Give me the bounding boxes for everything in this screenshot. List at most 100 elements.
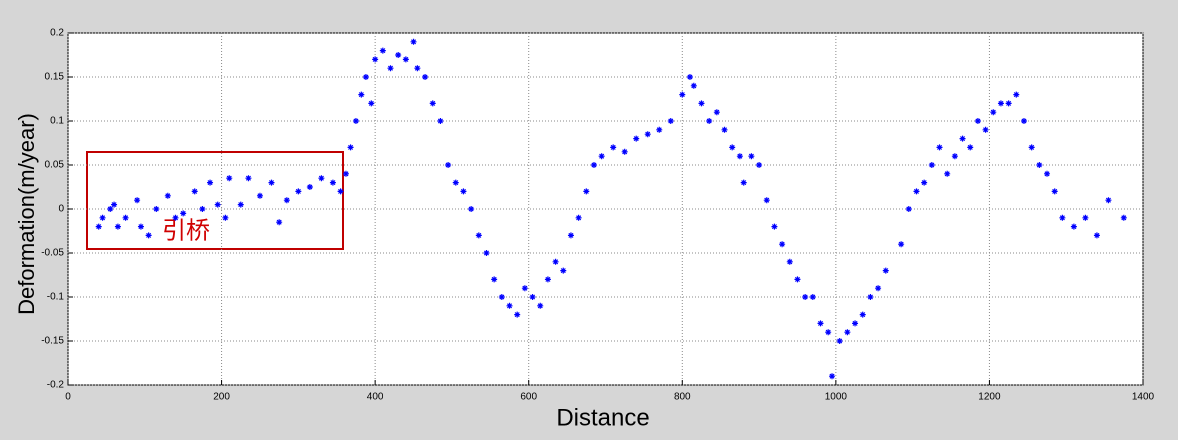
point bbox=[598, 153, 605, 160]
point bbox=[134, 197, 141, 204]
point bbox=[575, 214, 582, 221]
point bbox=[199, 206, 206, 212]
point bbox=[552, 258, 559, 265]
point bbox=[859, 311, 866, 318]
point bbox=[153, 206, 160, 212]
y-tick-label: -0.15 bbox=[41, 336, 64, 347]
point bbox=[437, 118, 444, 124]
point bbox=[771, 223, 778, 230]
point bbox=[318, 175, 325, 182]
point bbox=[1093, 232, 1100, 239]
point bbox=[729, 144, 736, 151]
point bbox=[1005, 100, 1012, 107]
point bbox=[276, 219, 283, 226]
point bbox=[402, 56, 409, 63]
point bbox=[990, 109, 997, 116]
point bbox=[111, 201, 118, 208]
point bbox=[763, 197, 770, 204]
point bbox=[679, 91, 686, 98]
y-tick-label: 0 bbox=[58, 204, 64, 215]
point bbox=[721, 126, 728, 133]
point bbox=[379, 47, 386, 54]
point bbox=[372, 56, 379, 63]
point bbox=[844, 329, 851, 336]
y-tick-label: -0.1 bbox=[47, 292, 65, 303]
point bbox=[191, 188, 198, 195]
x-tick-label: 800 bbox=[674, 392, 691, 403]
point bbox=[362, 74, 369, 80]
annotation: 引桥 bbox=[162, 217, 210, 244]
point bbox=[1082, 214, 1089, 221]
point bbox=[882, 267, 889, 274]
point bbox=[347, 144, 354, 151]
point bbox=[898, 241, 905, 248]
point bbox=[667, 118, 674, 124]
point bbox=[748, 153, 755, 160]
y-tick-label: -0.05 bbox=[41, 248, 64, 259]
y-tick-label: 0.1 bbox=[50, 116, 64, 127]
point bbox=[736, 153, 743, 160]
point bbox=[875, 285, 882, 292]
point bbox=[491, 276, 498, 283]
point bbox=[475, 232, 482, 239]
point bbox=[867, 294, 874, 300]
annotation-box bbox=[86, 151, 344, 250]
point bbox=[1059, 214, 1066, 221]
point bbox=[256, 192, 263, 199]
point bbox=[145, 232, 152, 239]
point bbox=[706, 118, 713, 124]
point bbox=[794, 276, 801, 283]
point bbox=[358, 91, 365, 98]
point bbox=[944, 170, 951, 177]
point bbox=[237, 201, 244, 208]
point bbox=[529, 294, 536, 300]
point bbox=[905, 206, 912, 212]
point bbox=[107, 206, 114, 212]
point bbox=[1013, 91, 1020, 98]
point bbox=[560, 267, 567, 274]
point bbox=[698, 100, 705, 107]
point bbox=[690, 82, 697, 89]
point bbox=[226, 175, 233, 182]
point bbox=[122, 214, 129, 221]
point bbox=[410, 38, 417, 45]
point bbox=[951, 153, 958, 160]
point bbox=[342, 170, 349, 177]
point bbox=[352, 118, 359, 124]
point bbox=[633, 135, 640, 142]
point bbox=[521, 285, 528, 292]
point bbox=[460, 188, 467, 195]
x-tick-label: 600 bbox=[520, 392, 537, 403]
point bbox=[429, 100, 436, 107]
point bbox=[1051, 188, 1058, 195]
y-axis-label: Deformation(m/year) bbox=[14, 113, 39, 315]
point bbox=[786, 258, 793, 265]
point bbox=[817, 320, 824, 327]
point bbox=[207, 179, 214, 186]
point bbox=[756, 162, 763, 168]
point bbox=[982, 126, 989, 133]
x-tick-label: 400 bbox=[367, 392, 384, 403]
point bbox=[172, 214, 179, 221]
point bbox=[368, 100, 375, 107]
point bbox=[928, 162, 935, 168]
point bbox=[740, 179, 747, 186]
point bbox=[809, 294, 816, 300]
y-tick-label: -0.2 bbox=[47, 380, 65, 391]
point bbox=[686, 74, 693, 80]
point bbox=[836, 338, 843, 344]
point bbox=[583, 188, 590, 195]
point bbox=[1070, 223, 1077, 230]
point bbox=[214, 201, 221, 208]
point bbox=[644, 131, 651, 138]
x-tick-label: 1400 bbox=[1132, 392, 1155, 403]
x-tick-label: 0 bbox=[65, 392, 71, 403]
point bbox=[99, 214, 106, 221]
point bbox=[95, 223, 102, 230]
point bbox=[306, 184, 313, 190]
point bbox=[387, 65, 394, 72]
point bbox=[1020, 118, 1027, 124]
point bbox=[656, 126, 663, 133]
point bbox=[395, 52, 402, 58]
y-tick-label: 0.2 bbox=[50, 28, 64, 39]
